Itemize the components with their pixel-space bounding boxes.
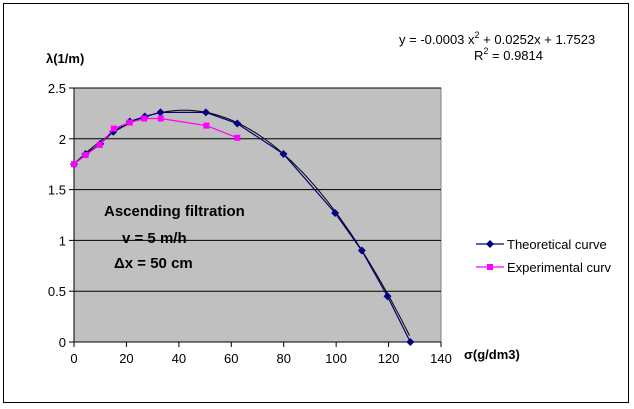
x-tick-label: 60 — [224, 351, 238, 366]
experimental-data-point — [82, 152, 89, 159]
y-tick-label: 0.5 — [48, 284, 66, 299]
experimental-data-point — [126, 119, 133, 126]
y-tick-labels: 0 0.5 1 1.5 2 2.5 — [48, 81, 66, 350]
equation-suffix: + 0.0252x + 1.7523 — [480, 32, 596, 47]
experimental-data-point — [203, 122, 210, 129]
theoretical-data-point — [279, 150, 288, 159]
experimental-data-point — [110, 125, 117, 132]
r2-exponent: 2 — [483, 46, 488, 56]
x-axis-label: σ(g/dm3) — [464, 347, 520, 362]
experimental-data-point — [234, 134, 241, 141]
x-tick-label: 80 — [276, 351, 290, 366]
equation-exponent: 2 — [475, 30, 480, 40]
legend-label-experimental: Experimental curv — [507, 260, 612, 275]
experimental-data-point — [141, 115, 148, 122]
y-axis-label: λ(1/m) — [46, 51, 84, 66]
y-tick-label: 2 — [59, 132, 66, 147]
x-tick-label: 120 — [378, 351, 400, 366]
legend-marker-experimental — [487, 264, 493, 270]
x-tick-label: 40 — [172, 351, 186, 366]
x-tick-label: 20 — [119, 351, 133, 366]
legend-label-theoretical: Theoretical curve — [507, 237, 607, 252]
x-tick-label: 0 — [70, 351, 77, 366]
x-tick-labels: 0 20 40 60 80 100 120 140 — [70, 351, 451, 366]
theoretical-data-point — [406, 338, 415, 346]
chart-area: 0 20 40 60 80 100 120 140 0 0.5 1 1.5 2 2.5 λ(1/m) σ… — [3, 3, 629, 403]
grid-lines — [74, 87, 441, 292]
r-squared-label: R2 = 0.9814 — [474, 46, 543, 63]
annotation-velocity: v = 5 m/h — [122, 230, 187, 247]
theoretical-data-point — [233, 119, 242, 128]
equation-prefix: y = -0.0003 x — [399, 32, 475, 47]
y-tick-label: 2.5 — [48, 81, 66, 96]
legend: Theoretical curve Experimental curv — [476, 237, 612, 275]
x-tick-label: 100 — [325, 351, 347, 366]
annotation-depth: Δx = 50 cm — [114, 255, 193, 272]
theoretical-data-point — [357, 246, 366, 255]
plot-area — [73, 87, 442, 343]
series-layer — [70, 108, 415, 346]
theoretical-data-point — [201, 108, 210, 117]
r2-prefix: R — [474, 48, 483, 63]
annotation-filtration: Ascending filtration — [104, 203, 245, 220]
y-tick-label: 0 — [59, 335, 66, 350]
trendline-equation: y = -0.0003 x2 + 0.0252x + 1.7523 — [399, 30, 595, 47]
chart: 0 20 40 60 80 100 120 140 0 0.5 1 1.5 2 2.5 λ(1/m) σ… — [46, 30, 612, 366]
y-tick-label: 1 — [59, 233, 66, 248]
experimental-data-point — [96, 141, 103, 148]
experimental-data-point — [71, 161, 77, 168]
r2-suffix: = 0.9814 — [488, 48, 543, 63]
y-tick-label: 1.5 — [48, 183, 66, 198]
theoretical-data-point — [331, 208, 340, 217]
x-tick-label: 140 — [430, 351, 452, 366]
theoretical-data-point — [383, 292, 392, 301]
experimental-data-point — [157, 115, 164, 122]
axes — [69, 87, 442, 347]
legend-marker-theoretical — [486, 240, 494, 248]
theoretical-data-point — [156, 108, 165, 117]
